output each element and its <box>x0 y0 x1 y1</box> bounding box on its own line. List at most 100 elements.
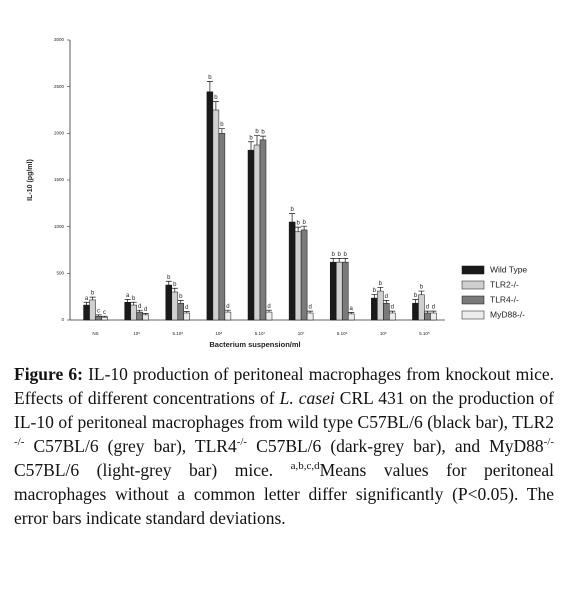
x-tick-label: 5.10⁸ <box>172 331 183 336</box>
significance-letter: b <box>173 282 177 288</box>
significance-letter: b <box>296 221 300 227</box>
error-bar <box>430 310 437 313</box>
legend-label: TLR4-/- <box>490 294 519 304</box>
error-bar <box>101 315 108 318</box>
bar <box>335 261 343 321</box>
error-bar <box>412 299 419 304</box>
significance-letter: a <box>126 293 130 299</box>
bar <box>95 316 102 321</box>
error-bar <box>301 225 308 230</box>
bar <box>347 313 355 321</box>
significance-letter: d <box>138 304 141 310</box>
significance-letter: b <box>373 288 377 294</box>
error-bar <box>342 258 349 263</box>
error-bar <box>371 293 378 299</box>
error-bar <box>224 309 231 313</box>
error-bar <box>171 287 178 292</box>
bar <box>247 149 255 321</box>
bar <box>424 312 431 321</box>
bar <box>130 304 137 321</box>
bar <box>171 291 179 321</box>
y-tick-label: 2000 <box>54 131 65 136</box>
bar <box>183 312 191 321</box>
caption-sup: -/- <box>543 436 554 449</box>
bar <box>124 302 131 321</box>
significance-letter: b <box>167 275 171 281</box>
error-bar <box>218 128 225 134</box>
significance-letter: b <box>302 220 306 226</box>
bar <box>412 302 419 321</box>
bar <box>89 299 96 321</box>
significance-letter: b <box>379 281 383 287</box>
y-tick-label: 0 <box>61 317 64 322</box>
error-bar <box>389 310 396 313</box>
error-bar <box>206 81 213 92</box>
y-axis-label: IL-10 (pg/ml) <box>27 159 34 201</box>
significance-letter: d <box>391 305 394 311</box>
significance-letter: d <box>267 304 270 310</box>
significance-letter: d <box>226 304 229 310</box>
x-tick-label: 10⁷ <box>298 331 305 336</box>
bar <box>430 312 437 321</box>
x-tick-label: 10⁶ <box>380 331 387 336</box>
significance-letter: b <box>255 129 259 135</box>
error-bar <box>418 290 425 295</box>
x-tick-label: 10⁸ <box>215 331 222 336</box>
caption-species: L. casei <box>279 388 335 408</box>
caption-text: IL-10 production of peritoneal macrophag… <box>14 364 554 408</box>
significance-letter: d <box>144 307 147 313</box>
caption-sup: a,b,c,d <box>290 460 320 473</box>
legend-swatch <box>461 265 485 275</box>
significance-letter: a <box>85 296 89 302</box>
x-tick-label: 5.10⁷ <box>255 331 266 336</box>
bar <box>142 314 149 321</box>
error-bar <box>307 310 314 313</box>
legend-swatch <box>461 310 485 320</box>
caption-text: C57BL/6 (light-grey bar) mice. <box>14 460 291 480</box>
legend-label: MyD88-/- <box>490 309 525 319</box>
significance-letter: b <box>208 75 212 81</box>
caption-label: Figure 6: <box>14 364 83 384</box>
bar <box>259 139 267 321</box>
bar <box>300 229 308 321</box>
significance-letter: d <box>308 305 311 311</box>
significance-letter: c <box>97 308 100 314</box>
error-bar <box>142 313 149 315</box>
error-bar <box>266 309 272 313</box>
error-bar <box>136 309 143 313</box>
significance-letter: d <box>185 305 188 311</box>
error-bar <box>254 135 260 145</box>
y-tick-label: 1000 <box>54 224 65 229</box>
error-bar <box>177 300 184 304</box>
error-bar <box>95 314 102 317</box>
caption-text: C57BL/6 (grey bar), TLR4 <box>24 436 237 456</box>
significance-letter: a <box>350 306 354 312</box>
bar <box>389 312 396 321</box>
x-axis-label: Bacterium suspension/ml <box>209 340 300 349</box>
error-bar <box>165 280 172 285</box>
caption-text: Means values for peritoneal macrophages … <box>14 460 554 528</box>
error-bar <box>348 312 355 314</box>
error-bar <box>183 311 190 313</box>
legend-swatch <box>461 280 485 290</box>
error-bar <box>289 213 296 222</box>
bar <box>83 304 90 321</box>
significance-letter: b <box>344 252 348 258</box>
significance-letter: b <box>290 207 294 213</box>
bar <box>177 302 185 321</box>
significance-letter: b <box>214 95 218 101</box>
error-bar <box>336 258 343 263</box>
bar <box>294 231 302 321</box>
bar <box>218 133 226 321</box>
error-bar <box>260 135 266 140</box>
bar <box>329 261 337 321</box>
error-bar <box>424 310 431 313</box>
significance-letter: b <box>332 252 336 258</box>
significance-letter: b <box>220 122 224 128</box>
y-tick-label: 500 <box>56 271 64 276</box>
bar <box>383 302 390 321</box>
caption-text: C57BL/6 (dark-grey bar), and MyD88 <box>247 436 544 456</box>
caption: Figure 6: IL-10 production of peritoneal… <box>14 362 554 530</box>
significance-letter: b <box>91 291 95 297</box>
bar <box>212 109 220 321</box>
